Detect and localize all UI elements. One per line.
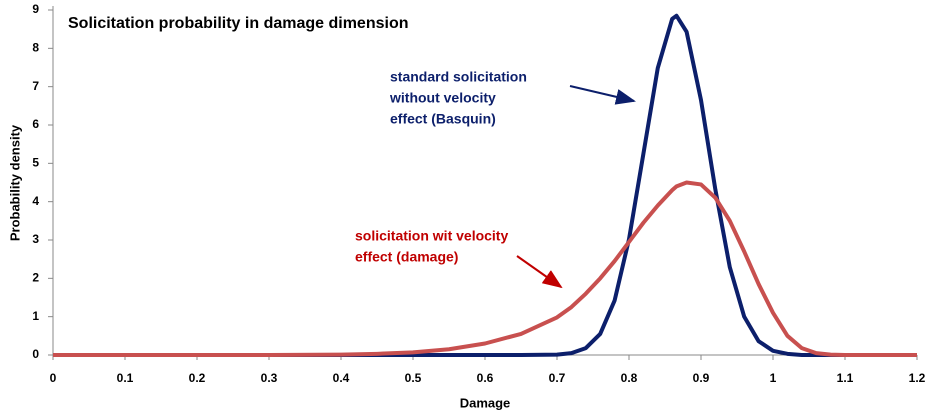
y-tick-label: 5: [32, 156, 39, 170]
series-line: [53, 13, 917, 357]
x-tick-label: 0.3: [261, 371, 278, 385]
x-tick-label: 1: [770, 371, 777, 385]
y-tick-label: 0: [32, 347, 39, 361]
x-tick-label: 0.5: [405, 371, 422, 385]
x-tick-label: 0.2: [189, 371, 206, 385]
series-line: [53, 180, 917, 357]
y-tick-label: 2: [32, 271, 39, 285]
x-tick-label: 0.7: [549, 371, 566, 385]
y-tick-label: 9: [32, 2, 39, 16]
y-tick-label: 7: [32, 79, 39, 93]
x-axis-title: Damage: [460, 395, 511, 410]
x-tick-label: 1.2: [909, 371, 926, 385]
chart-title: Solicitation probability in damage dimen…: [68, 15, 408, 32]
y-tick-label: 1: [32, 309, 39, 323]
arrow: [569, 85, 636, 105]
y-axis-title: Probability density: [7, 124, 22, 241]
y-tick-label: 8: [32, 41, 39, 55]
x-tick-label: 0.8: [621, 371, 638, 385]
annotation: solicitation wit velocity: [355, 228, 508, 244]
x-tick-label: 0.6: [477, 371, 494, 385]
annotation: without velocity: [389, 90, 496, 106]
x-tick-label: 0.1: [117, 371, 134, 385]
x-tick-label: 0.9: [693, 371, 710, 385]
x-tick-label: 0.4: [333, 371, 350, 385]
y-tick-label: 6: [32, 117, 39, 131]
y-tick-label: 3: [32, 232, 39, 246]
arrow: [516, 255, 563, 289]
x-tick-label: 0: [50, 371, 57, 385]
annotation: effect (Basquin): [390, 111, 496, 127]
annotation: standard solicitation: [390, 69, 527, 85]
y-tick-label: 4: [32, 194, 39, 208]
annotation: effect (damage): [355, 249, 458, 265]
x-tick-label: 1.1: [837, 371, 854, 385]
